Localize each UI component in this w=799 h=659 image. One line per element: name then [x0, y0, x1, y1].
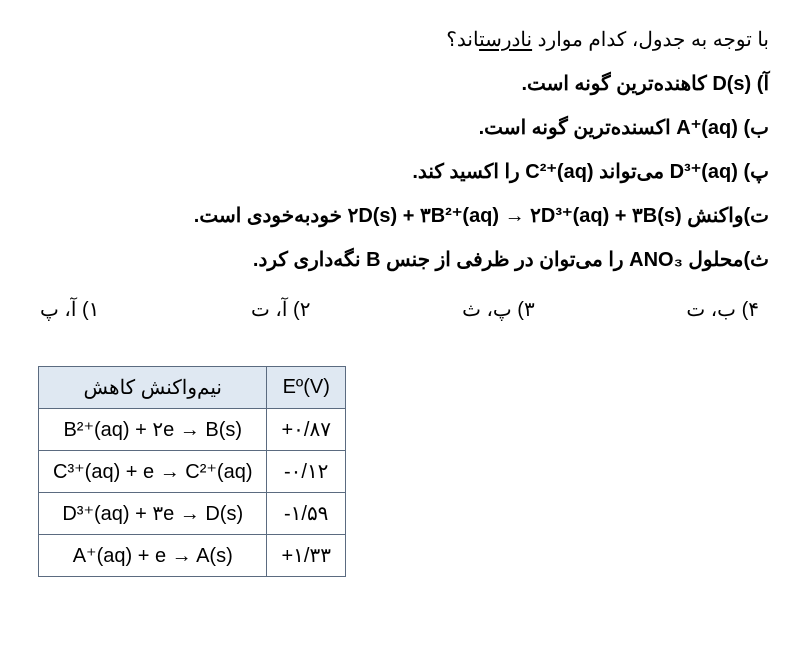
statement-text: نگه‌داری کرد. — [253, 249, 366, 271]
reduction-table: نیم‌واکنش کاهش Eº(V) B²⁺(aq) + ۲e → B(s)… — [38, 366, 346, 577]
reduction-table-wrap: نیم‌واکنش کاهش Eº(V) B²⁺(aq) + ۲e → B(s)… — [38, 366, 769, 577]
statement-mid: را می‌توان در ظرفی از جنس — [381, 249, 630, 271]
intro-post: اند؟ — [446, 29, 479, 51]
option-text: آ، پ — [40, 299, 76, 321]
cell-potential: +۱/۳۳ — [267, 535, 345, 577]
cell-potential: -۱/۵۹ — [267, 493, 345, 535]
statement-text: را اکسید کند. — [412, 161, 525, 183]
col-reaction-header: نیم‌واکنش کاهش — [39, 367, 267, 409]
statement-th: ث)محلول ANO₃ را می‌توان در ظرفی از جنس B… — [30, 240, 769, 280]
table-row: A⁺(aq) + e → A(s) +۱/۳۳ — [39, 535, 346, 577]
statement-b: ب) A⁺(aq) اکسنده‌ترین گونه است. — [30, 108, 769, 148]
option-3: ۳) پ، ث — [462, 290, 535, 330]
statement-p: پ) D³⁺(aq) می‌تواند C²⁺(aq) را اکسید کند… — [30, 152, 769, 192]
option-num: ۳) — [517, 299, 534, 321]
statement-label: ب) — [744, 117, 770, 139]
table-row: B²⁺(aq) + ۲e → B(s) +۰/۸۷ — [39, 409, 346, 451]
cell-reaction: A⁺(aq) + e → A(s) — [39, 535, 267, 577]
option-text: پ، ث — [462, 299, 512, 321]
intro-pre: با توجه به جدول، کدام موارد — [532, 29, 769, 51]
statement-label: ث) — [744, 249, 770, 271]
options-row: ۱) آ، پ ۲) آ، ت ۳) پ، ث ۴) ب، ت — [30, 290, 769, 330]
option-num: ۴) — [742, 299, 759, 321]
option-num: ۱) — [82, 299, 99, 321]
cell-reaction: D³⁺(aq) + ۳e → D(s) — [39, 493, 267, 535]
statement-mid: می‌تواند — [594, 161, 670, 183]
statement-text: اکسنده‌ترین گونه است. — [479, 117, 677, 139]
statement-pre: واکنش — [682, 205, 744, 227]
statement-formula2: B — [366, 249, 380, 271]
statement-formula: ۲D(s) + ۳B²⁺(aq) → ۲D³⁺(aq) + ۳B(s) — [348, 205, 682, 227]
option-2: ۲) آ، ت — [251, 290, 310, 330]
statement-formula: A⁺(aq) — [676, 117, 738, 139]
statement-a: آ) D(s) کاهنده‌ترین گونه است. — [30, 64, 769, 104]
intro-underlined: نادرست — [479, 29, 532, 51]
statement-label: ت) — [744, 205, 770, 227]
option-text: آ، ت — [251, 299, 287, 321]
statement-label: آ) — [757, 73, 769, 95]
option-4: ۴) ب، ت — [686, 290, 759, 330]
table-header-row: نیم‌واکنش کاهش Eº(V) — [39, 367, 346, 409]
statement-pre: محلول — [683, 249, 744, 271]
statement-formula: D³⁺(aq) — [670, 161, 738, 183]
option-text: ب، ت — [686, 299, 736, 321]
statement-label: پ) — [744, 161, 770, 183]
question-intro: با توجه به جدول، کدام موارد نادرستاند؟ — [30, 20, 769, 60]
statement-formula: ANO₃ — [629, 249, 683, 271]
cell-reaction: B²⁺(aq) + ۲e → B(s) — [39, 409, 267, 451]
table-row: D³⁺(aq) + ۳e → D(s) -۱/۵۹ — [39, 493, 346, 535]
cell-reaction: C³⁺(aq) + e → C²⁺(aq) — [39, 451, 267, 493]
cell-potential: +۰/۸۷ — [267, 409, 345, 451]
statement-text: کاهنده‌ترین گونه است. — [521, 73, 712, 95]
question-block: با توجه به جدول، کدام موارد نادرستاند؟ آ… — [30, 20, 769, 330]
statement-formula2: C²⁺(aq) — [525, 161, 593, 183]
statement-t: ت)واکنش ۲D(s) + ۳B²⁺(aq) → ۲D³⁺(aq) + ۳B… — [30, 196, 769, 236]
table-row: C³⁺(aq) + e → C²⁺(aq) -۰/۱۲ — [39, 451, 346, 493]
option-num: ۲) — [293, 299, 310, 321]
option-1: ۱) آ، پ — [40, 290, 99, 330]
cell-potential: -۰/۱۲ — [267, 451, 345, 493]
statement-text: خودبه‌خودی است. — [194, 205, 348, 227]
col-potential-header: Eº(V) — [267, 367, 345, 409]
statement-formula: D(s) — [712, 73, 751, 95]
